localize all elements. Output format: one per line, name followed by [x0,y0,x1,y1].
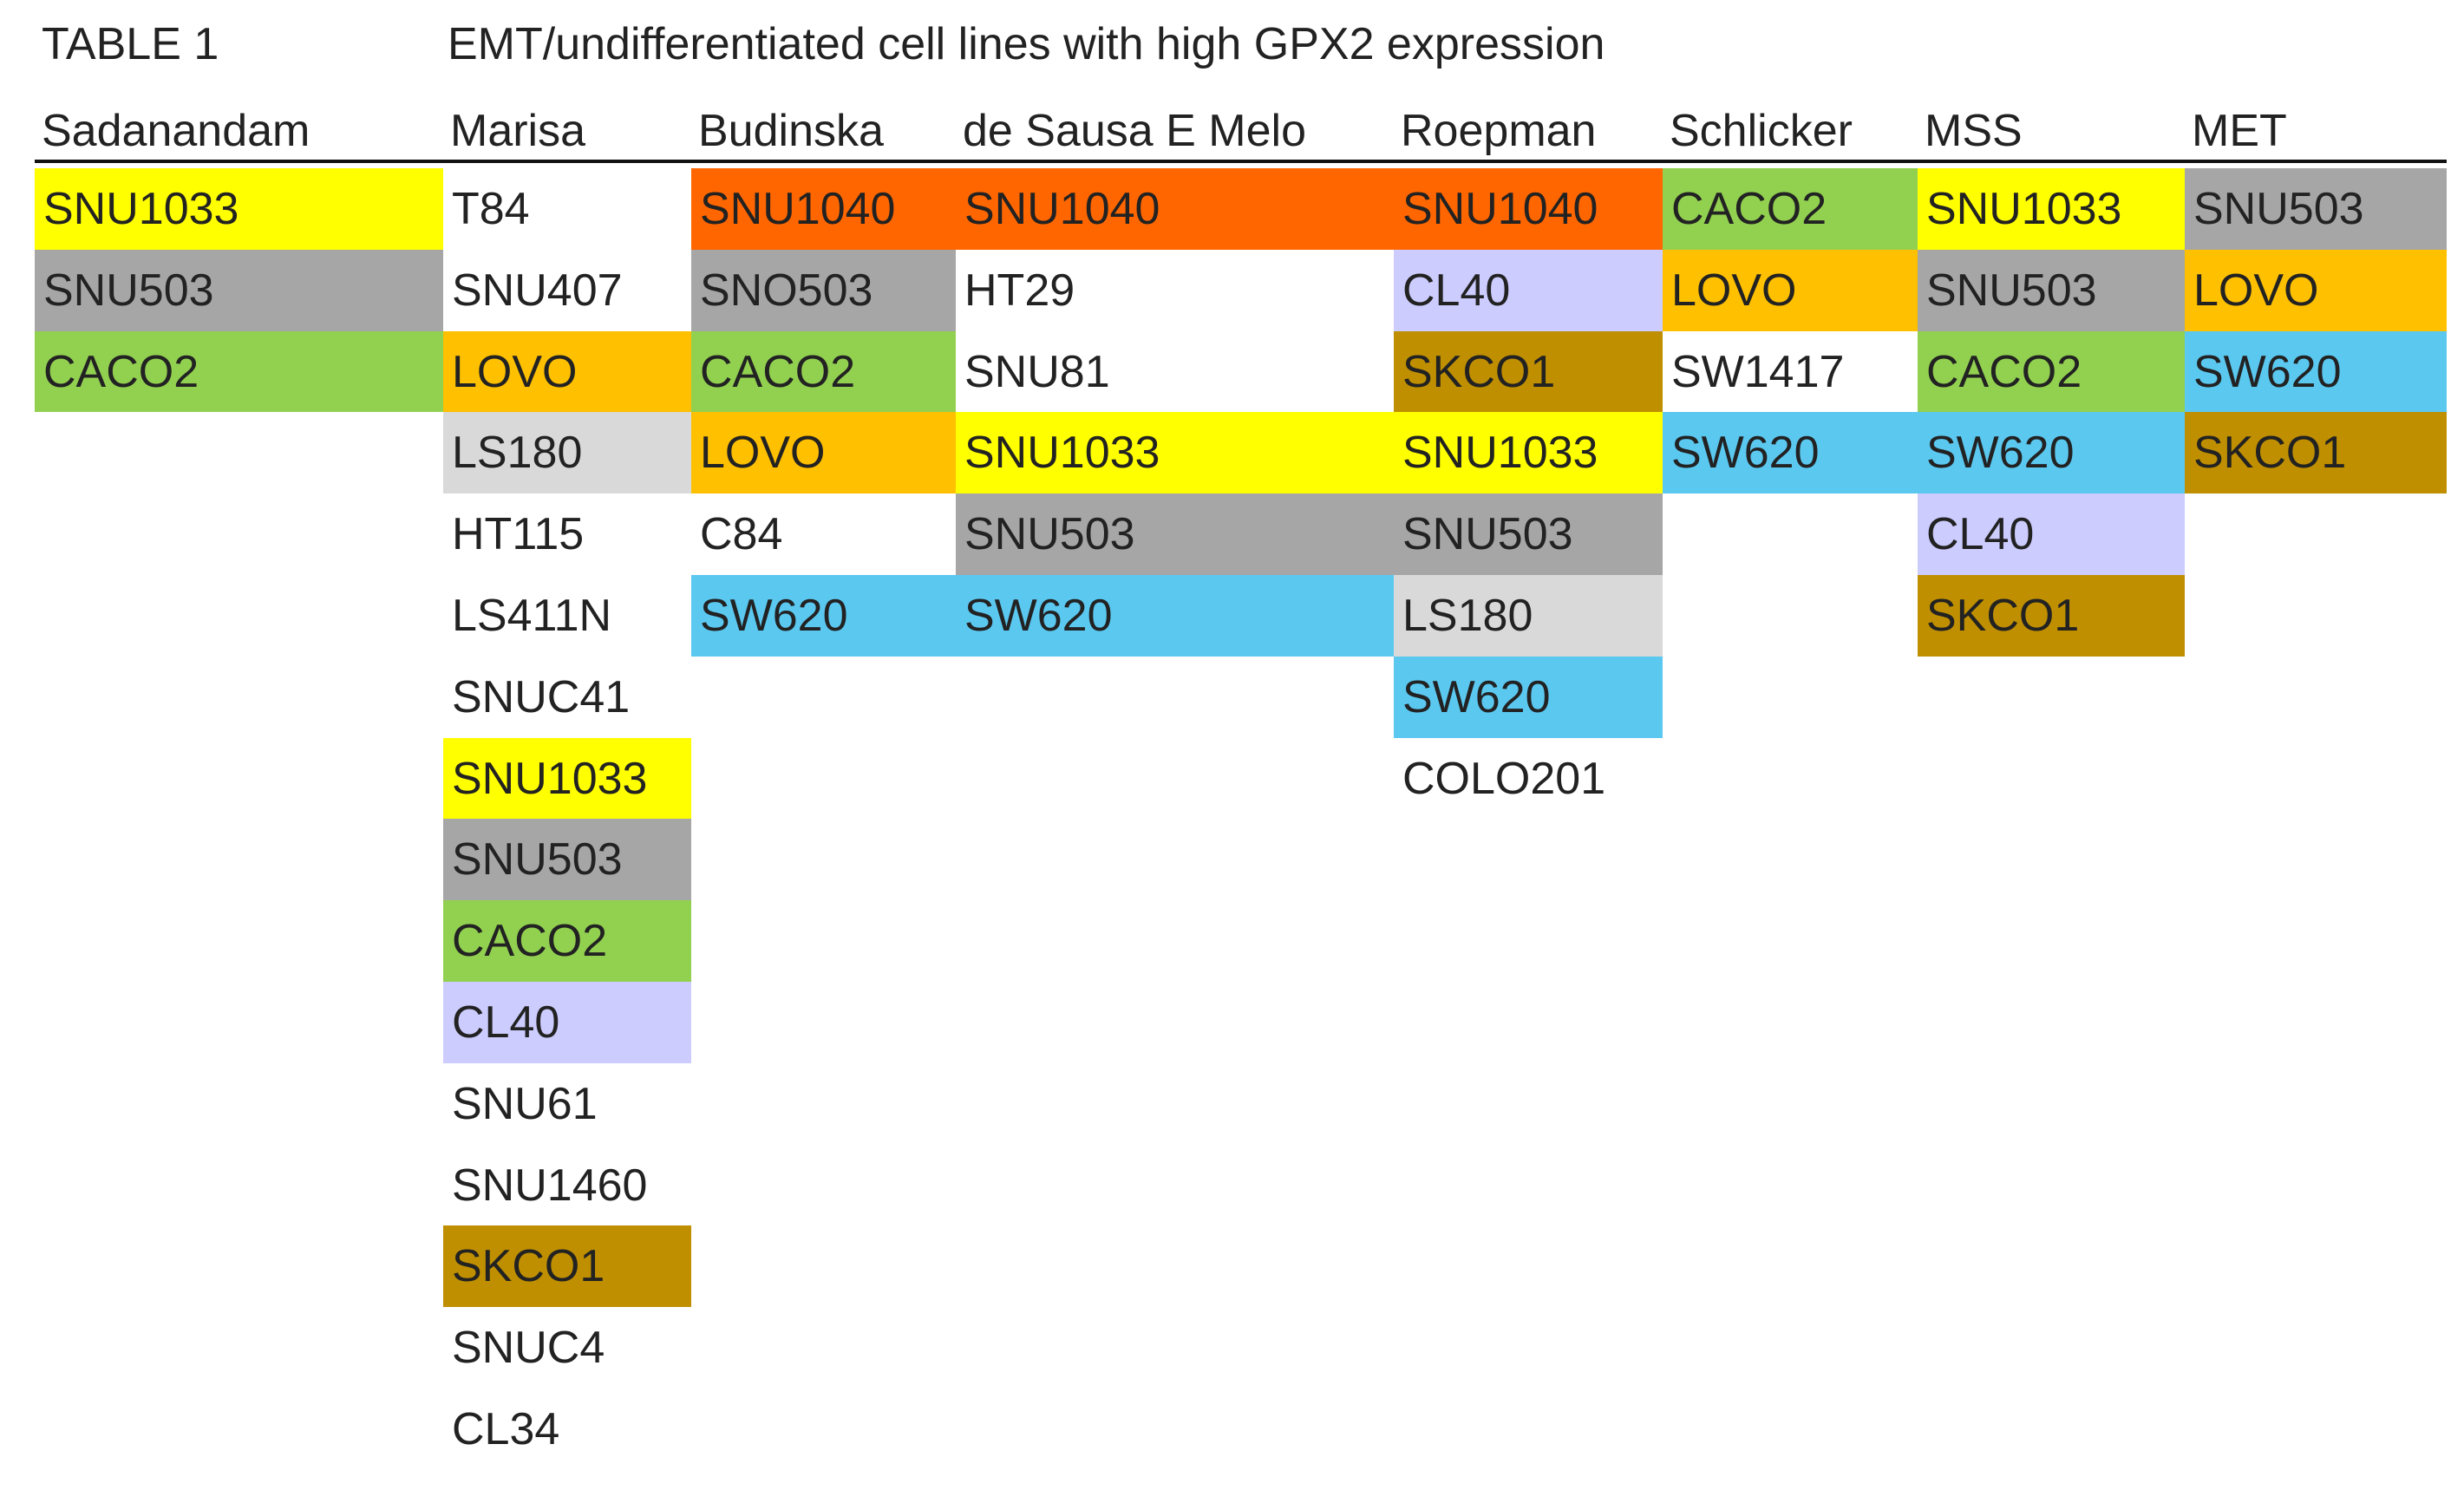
table-cell: CL40 [1918,493,2185,575]
table-cell: HT29 [964,265,1075,316]
table-cell: SW620 [691,575,956,657]
column-header: Budinska [698,106,884,156]
table-cell: SNU1033 [1918,168,2185,250]
table-cell: SW620 [2185,330,2447,413]
table-cell: CACO2 [1918,330,2185,413]
column-header: Sadanandam [42,106,310,156]
table-cell: HT115 [452,509,585,560]
table-cell: SNU1040 [956,168,1394,250]
table-cell: SNO503 [691,249,956,331]
table-cell: SW620 [1394,656,1663,738]
table-cell: SNU503 [443,819,691,901]
table-cell: SW1417 [1671,346,1845,397]
table-cell: LOVO [691,412,956,494]
table-cell: SKCO1 [443,1225,691,1308]
table-cell: SNU1460 [452,1160,648,1211]
table-cell: SKCO1 [1918,575,2185,657]
table-cell: LS411N [452,591,612,641]
table-title: TABLE 1 [42,19,219,69]
table-cell: C84 [700,509,783,560]
table-cell: SW620 [956,575,1394,657]
table-cell: SNU503 [2185,168,2447,250]
table-cell: SNU503 [35,249,443,331]
column-header: MSS [1925,106,2023,156]
header-rule [35,160,2447,163]
table-cell: CACO2 [443,900,691,982]
table-cell: SNU61 [452,1078,598,1129]
table-cell: SKCO1 [1394,330,1663,413]
table-cell: SNU1033 [956,412,1394,494]
column-header: Roepman [1401,106,1597,156]
table-cell: COLO201 [1402,753,1606,804]
table-cell: CL40 [1394,249,1663,331]
table-cell: SW620 [1918,412,2185,494]
table-cell: SNUC4 [452,1323,605,1374]
table-cell: SNU1033 [1394,412,1663,494]
table-cell: SNU1040 [691,168,956,250]
table-cell: SNU1040 [1394,168,1663,250]
table-cell: LOVO [443,330,691,413]
table-cell: SNU81 [964,346,1110,397]
table-cell: CACO2 [691,330,956,413]
table-cell: SKCO1 [2185,412,2447,494]
table-cell: SNU503 [956,493,1394,575]
table-cell: SNU1033 [443,737,691,820]
table-cell: SNU1033 [35,168,443,250]
column-header: Schlicker [1670,106,1853,156]
table-cell: LOVO [2185,249,2447,331]
table-cell: T84 [452,184,530,234]
table-cell: SW620 [1663,412,1918,494]
table-cell: SNU503 [1394,493,1663,575]
table-cell: SNUC41 [452,671,631,722]
table-cell: LS180 [443,412,691,494]
column-header: de Sausa E Melo [963,106,1307,156]
table-cell: CL40 [443,982,691,1063]
table-cell: CL34 [452,1404,560,1454]
table-cell: SNU407 [452,265,623,316]
column-header: MET [2192,106,2287,156]
table-cell: LS180 [1394,575,1663,657]
table-cell: LOVO [1663,249,1918,331]
table-cell: SNU503 [1918,249,2185,331]
table-caption: EMT/undifferentiated cell lines with hig… [448,19,1605,69]
table-cell: CACO2 [1663,168,1918,250]
table-cell: CACO2 [35,330,443,413]
column-header: Marisa [450,106,586,156]
